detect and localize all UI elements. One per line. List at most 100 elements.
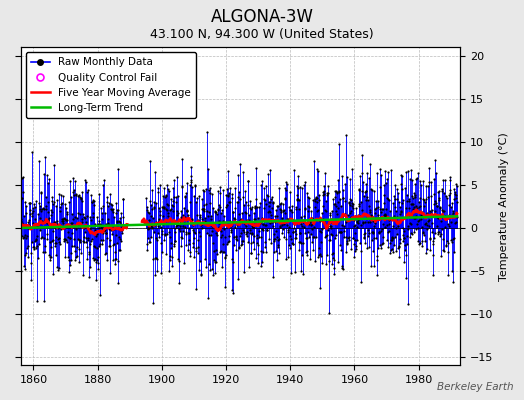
Point [330,257,339,263]
Point [306,218,314,224]
Point [180,193,189,200]
Point [391,182,399,188]
Point [298,223,306,229]
Point [111,200,119,207]
Point [41,202,50,209]
Point [106,270,114,276]
Point [408,200,417,207]
Point [257,263,265,270]
Point [272,227,280,234]
Point [101,210,109,216]
Point [339,266,347,272]
Point [18,174,26,181]
Point [264,193,272,199]
Point [339,195,347,202]
Point [245,216,253,223]
Point [225,185,234,191]
Point [385,197,394,204]
Point [385,221,394,228]
Point [386,250,394,256]
Point [117,224,126,230]
Point [291,235,300,242]
Point [246,197,254,204]
Point [389,199,397,206]
Point [400,259,408,266]
Point [252,165,260,171]
Point [187,164,195,170]
Point [424,182,432,189]
Point [230,233,238,240]
Point [290,221,298,227]
Point [170,243,178,249]
Point [27,260,36,266]
Point [363,196,372,203]
Point [439,236,447,242]
Point [117,221,125,228]
Point [151,272,159,278]
Point [262,249,270,256]
Point [196,272,205,278]
Point [351,248,359,254]
Point [194,193,203,200]
Point [353,219,362,226]
Point [31,236,40,242]
Point [173,210,182,216]
Point [86,192,95,198]
Point [81,229,89,236]
Point [60,238,68,244]
Point [60,201,69,208]
Point [394,186,402,192]
Point [375,242,384,248]
Point [279,201,287,207]
Point [84,249,93,256]
Point [400,235,408,242]
Point [434,215,443,222]
Point [168,263,177,269]
Point [189,240,197,246]
Point [253,240,261,246]
Point [191,229,199,236]
Point [343,240,352,246]
Point [371,220,379,227]
Point [377,209,385,215]
Point [19,263,28,269]
Point [256,220,264,227]
Point [30,238,39,244]
Point [304,203,312,209]
Point [56,204,64,210]
Point [347,246,356,252]
Point [261,244,269,250]
Point [151,222,159,228]
Point [395,199,403,206]
Point [162,191,170,198]
Point [249,232,258,239]
Point [108,225,116,232]
Point [146,158,154,164]
Point [200,202,209,208]
Point [361,219,369,226]
Point [281,185,289,192]
Point [296,184,304,190]
Point [452,192,460,198]
Point [326,231,335,238]
Point [161,250,170,257]
Point [179,212,188,218]
Point [387,167,395,173]
Point [174,221,182,227]
Point [110,214,118,220]
Point [162,230,171,237]
Point [26,200,34,206]
Point [223,202,231,208]
Point [386,247,395,254]
Point [271,236,279,242]
Point [326,212,334,218]
Point [221,234,229,240]
Point [311,198,319,204]
Point [279,234,288,240]
Point [411,194,419,200]
Point [245,212,254,218]
Point [213,226,221,232]
Point [191,182,199,189]
Point [385,228,393,235]
Point [113,218,122,224]
